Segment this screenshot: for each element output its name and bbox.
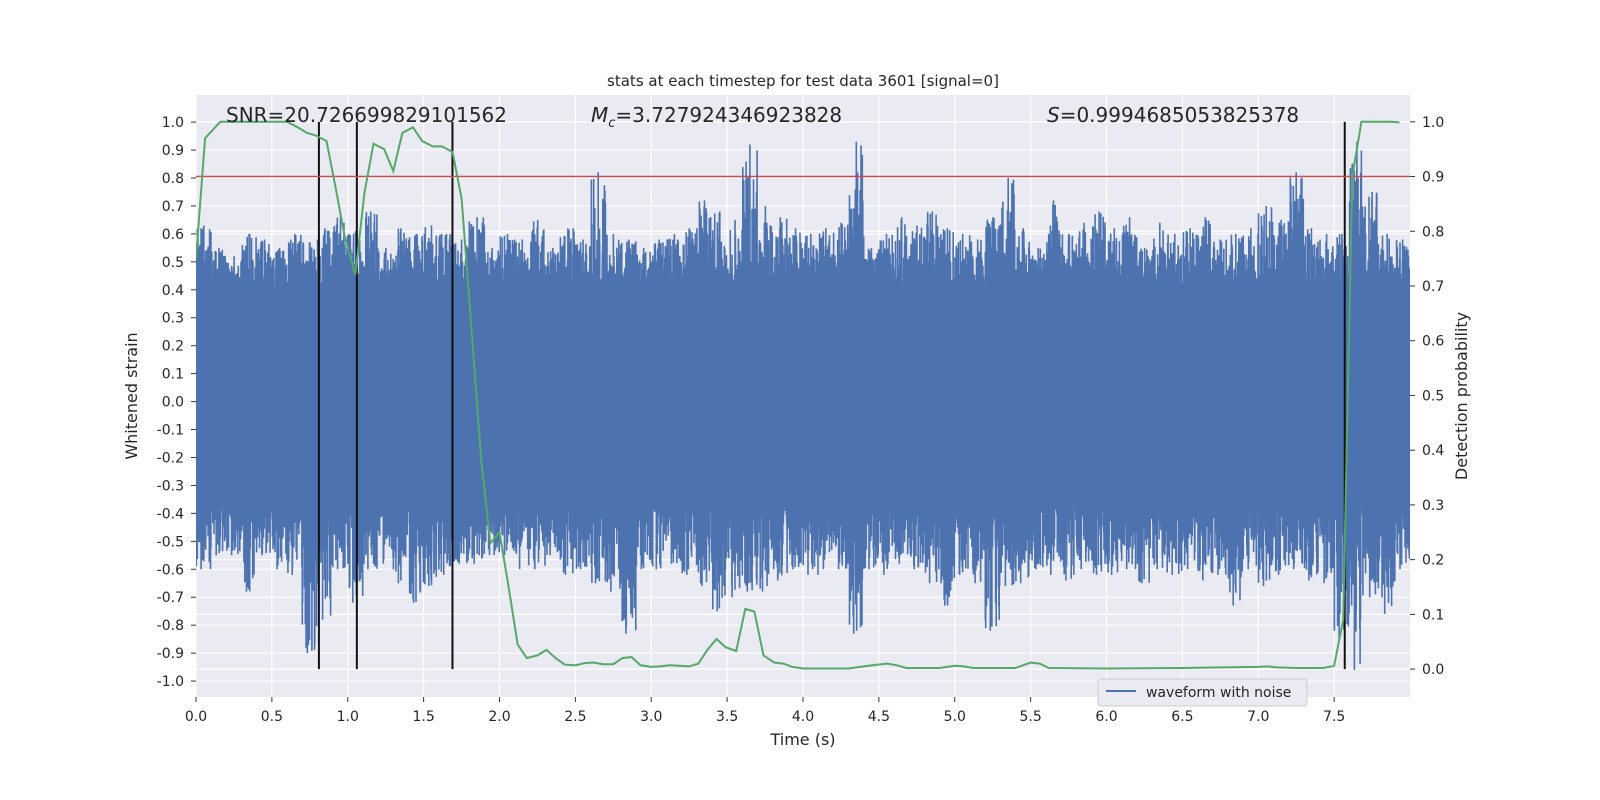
y-axis-label-right: Detection probability (1452, 312, 1471, 480)
y-right-tick-label: 0.6 (1422, 334, 1444, 350)
y-right-tick-label: 0.3 (1422, 498, 1444, 514)
y-right-tick-label: 0.5 (1422, 388, 1444, 404)
snr-annotation: SNR=20.726699829101562 (226, 103, 507, 127)
y-right-tick-label: 0.9 (1422, 170, 1444, 186)
legend: waveform with noise (1097, 678, 1308, 707)
x-tick-label: 0.5 (261, 709, 283, 725)
legend-box (1097, 678, 1308, 707)
mc-symbol: M (591, 103, 608, 127)
x-tick-label: 6.0 (1095, 709, 1117, 725)
y-tick-label: 0.9 (162, 143, 184, 159)
x-axis-label: Time (s) (769, 730, 835, 749)
y-right-tick-label: 1.0 (1422, 115, 1444, 131)
y-axis-label: Whitened strain (122, 332, 141, 459)
y-tick-label: -1.0 (157, 674, 184, 690)
y-tick-label: 0.6 (162, 227, 184, 243)
y-right-tick-label: 0.0 (1422, 662, 1444, 678)
y-tick-label: -0.4 (157, 506, 184, 522)
waveform-line (196, 141, 1410, 670)
s-annotation: S=0.9994685053825378 (1047, 103, 1299, 127)
x-tick-label: 5.5 (1019, 709, 1041, 725)
waveform-series (196, 141, 1410, 670)
x-tick-label: 2.5 (564, 709, 586, 725)
y-tick-label: -0.9 (157, 646, 184, 662)
y-tick-label: 0.3 (162, 311, 184, 327)
y-tick-label: -0.8 (157, 618, 184, 634)
x-ticks: 0.0 0.5 1.0 1.5 2.0 2.5 3.0 3.5 4.0 4.5 5.0 5.5 6.0 6… (185, 697, 1345, 725)
probability-series (196, 120, 1400, 670)
y-tick-label: 0.8 (162, 171, 184, 187)
probability-line (196, 120, 1400, 670)
x-tick-label: 1.0 (337, 709, 359, 725)
marker-lines (317, 121, 1346, 670)
y-tick-label: 0.1 (162, 367, 184, 383)
y-tick-label: 0.4 (162, 283, 184, 299)
y-right-tick-label: 0.2 (1422, 553, 1444, 569)
y-tick-label: -0.3 (157, 478, 184, 494)
x-tick-label: 4.5 (868, 709, 890, 725)
y-tick-label: 0.2 (162, 339, 184, 355)
y-tick-label: 0.0 (162, 395, 184, 411)
x-tick-label: 6.5 (1171, 709, 1193, 725)
y-tick-label: -0.1 (157, 423, 184, 439)
chart-title: stats at each timestep for test data 360… (607, 72, 999, 90)
s-symbol: S (1047, 103, 1060, 127)
legend-label: waveform with noise (1146, 685, 1291, 701)
x-tick-label: 2.0 (488, 709, 510, 725)
y-ticks-right: 1.0 0.9 0.8 0.7 0.6 0.5 0.4 0.3 0.2 0.1 0.0 (1410, 115, 1444, 678)
mc-subscript: c (608, 116, 615, 131)
x-tick-label: 7.5 (1323, 709, 1345, 725)
y-tick-label: -0.6 (157, 562, 184, 578)
y-right-tick-label: 0.4 (1422, 443, 1444, 459)
mc-value: =3.727924346923828 (615, 103, 842, 127)
x-tick-label: 1.5 (412, 709, 434, 725)
x-tick-label: 5.0 (944, 709, 966, 725)
x-tick-label: 3.0 (640, 709, 662, 725)
y-tick-label: -0.2 (157, 450, 184, 466)
y-right-tick-label: 0.1 (1422, 607, 1444, 623)
y-ticks: 1.0 0.9 0.8 0.7 0.6 0.5 0.4 0.3 0.2 0.1 0.0 -0.1 -0.… (157, 115, 196, 690)
x-tick-label: 4.0 (792, 709, 814, 725)
y-right-tick-label: 0.8 (1422, 224, 1444, 240)
y-tick-label: 1.0 (162, 115, 184, 131)
x-tick-label: 7.0 (1247, 709, 1269, 725)
chirp-mass-annotation: Mc=3.727924346923828 (591, 103, 842, 131)
s-value: =0.9994685053825378 (1060, 103, 1299, 127)
x-tick-label: 0.0 (185, 709, 207, 725)
y-tick-label: -0.7 (157, 590, 184, 606)
x-tick-label: 3.5 (716, 709, 738, 725)
y-right-tick-label: 0.7 (1422, 279, 1444, 295)
y-tick-label: -0.5 (157, 534, 184, 550)
y-tick-label: 0.5 (162, 255, 184, 271)
y-tick-label: 0.7 (162, 199, 184, 215)
